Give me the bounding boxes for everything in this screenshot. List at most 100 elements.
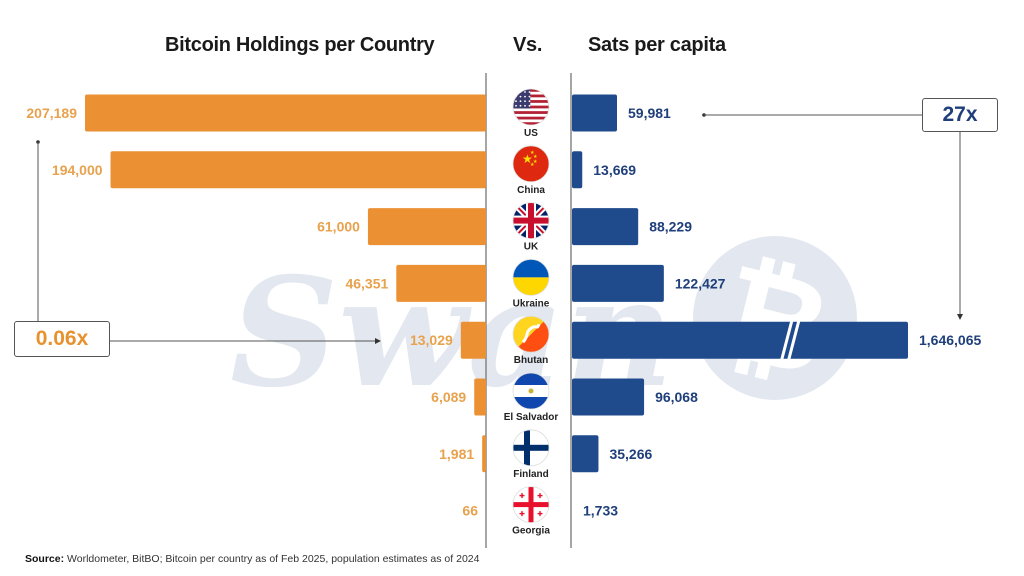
- source-label: Source:: [25, 553, 65, 565]
- ukraine-flag-body: [513, 259, 549, 296]
- sats-value-label: 59,981: [628, 105, 671, 121]
- source-text: Worldometer, BitBO; Bitcoin per country …: [64, 553, 480, 565]
- country-label: Ukraine: [513, 298, 550, 309]
- flag-border: [512, 258, 550, 296]
- country-label: Bhutan: [514, 355, 548, 366]
- watermark-bitcoin-circle: [693, 236, 857, 400]
- country-label: El Salvador: [504, 412, 559, 423]
- flag-star: [528, 91, 531, 93]
- flag-part: [513, 277, 549, 296]
- flag-part: [513, 373, 549, 385]
- flag-star: ★: [533, 154, 538, 160]
- holdings-bar: [474, 378, 486, 416]
- bhutan-flag-body: [513, 316, 549, 353]
- flag-star: [524, 91, 526, 93]
- axis-break-mark: [785, 315, 802, 367]
- holdings-value-label: 46,351: [345, 275, 388, 291]
- flag-star: [515, 91, 517, 93]
- el-salvador-flag-body: [513, 373, 549, 409]
- flag-star: ★: [533, 159, 538, 165]
- flag-star: [524, 95, 526, 98]
- flag-small-cross: [539, 511, 541, 517]
- flag-stripe: [513, 94, 549, 98]
- sats-bar: [572, 151, 583, 189]
- holdings-value-label: 61,000: [317, 219, 360, 235]
- sats-bar: [572, 321, 908, 359]
- holdings-bar: [367, 208, 486, 246]
- flag-star: [515, 104, 517, 107]
- flag-star: [515, 100, 517, 103]
- connector-arrowhead: [957, 314, 963, 320]
- country-label: Georgia: [512, 526, 550, 537]
- left-chart-title: Bitcoin Holdings per Country: [165, 34, 435, 56]
- flag-star: [519, 100, 522, 103]
- flag-stripe: [513, 105, 549, 109]
- sats-bar: [572, 378, 645, 416]
- holdings-value-label: 194,000: [52, 162, 103, 178]
- flag-stripe: [513, 116, 549, 120]
- flag-emblem: [528, 388, 534, 394]
- el-salvador-flag: [512, 372, 550, 410]
- uk-flag: [512, 202, 550, 240]
- sats-value-label: 35,266: [609, 446, 652, 462]
- holdings-bar: [460, 321, 486, 359]
- flag-dragon: [521, 323, 541, 344]
- sats-value-label: 122,427: [675, 275, 726, 291]
- sats-value-label: 88,229: [649, 219, 692, 235]
- flag-part: [513, 145, 549, 182]
- holdings-value-label: 6,089: [431, 389, 466, 405]
- flag-small-cross: [521, 511, 523, 517]
- flag-star: ★: [530, 162, 535, 168]
- ukraine-flag: [512, 258, 550, 296]
- country-label: US: [524, 128, 538, 139]
- flag-small-cross: [539, 493, 541, 499]
- country-label: UK: [524, 242, 539, 253]
- flag-part: [513, 444, 549, 451]
- flag-small-cross: [521, 493, 523, 499]
- finland-flag-body: [513, 429, 549, 466]
- sats-value-label: 1,733: [583, 503, 618, 519]
- ratio-callout-left: 0.06x: [14, 321, 110, 357]
- flag-stripe: [513, 102, 549, 106]
- bhutan-flag: [512, 315, 550, 353]
- flag-stripe: [513, 100, 549, 104]
- flag-border: [512, 145, 550, 183]
- ratio-callout-right: 27x: [922, 98, 998, 132]
- flag-stripe: [513, 119, 549, 123]
- flag-stripe: [513, 97, 549, 101]
- sats-bar: [572, 264, 664, 302]
- vs-label: Vs.: [513, 34, 543, 56]
- us-flag: [512, 88, 550, 126]
- flag-border: [512, 486, 550, 524]
- flag-star: [528, 95, 531, 98]
- holdings-bar: [482, 435, 486, 473]
- flag-border: [512, 202, 550, 240]
- country-label: Finland: [513, 469, 549, 480]
- source-note: Source: Worldometer, BitBO; Bitcoin per …: [25, 553, 479, 565]
- flag-border: [512, 88, 550, 126]
- flag-border: [512, 429, 550, 467]
- flag-star: ★: [530, 150, 535, 156]
- country-label: China: [517, 185, 545, 196]
- holdings-bar: [85, 94, 486, 132]
- flag-part: [513, 217, 549, 224]
- flag-stripe: [513, 108, 549, 112]
- flag-part: [513, 259, 549, 278]
- flag-star: [524, 100, 526, 103]
- holdings-value-label: 1,981: [439, 446, 474, 462]
- sats-bar: [572, 208, 639, 246]
- flag-part: [513, 397, 549, 409]
- right-chart-title: Sats per capita: [588, 34, 726, 56]
- flag-border: [512, 372, 550, 410]
- flag-star: [528, 100, 531, 103]
- holdings-value-label: 207,189: [26, 105, 77, 121]
- sats-value-label: 96,068: [655, 389, 698, 405]
- flag-star: [528, 104, 531, 107]
- sats-value-label: 13,669: [593, 162, 636, 178]
- china-flag-body: ★★★★★: [513, 145, 549, 182]
- sats-value-label: 1,646,065: [919, 332, 981, 348]
- flag-stripe: [513, 91, 549, 95]
- holdings-bar: [110, 151, 486, 189]
- flag-part: [513, 502, 549, 508]
- flag-star: [524, 104, 526, 107]
